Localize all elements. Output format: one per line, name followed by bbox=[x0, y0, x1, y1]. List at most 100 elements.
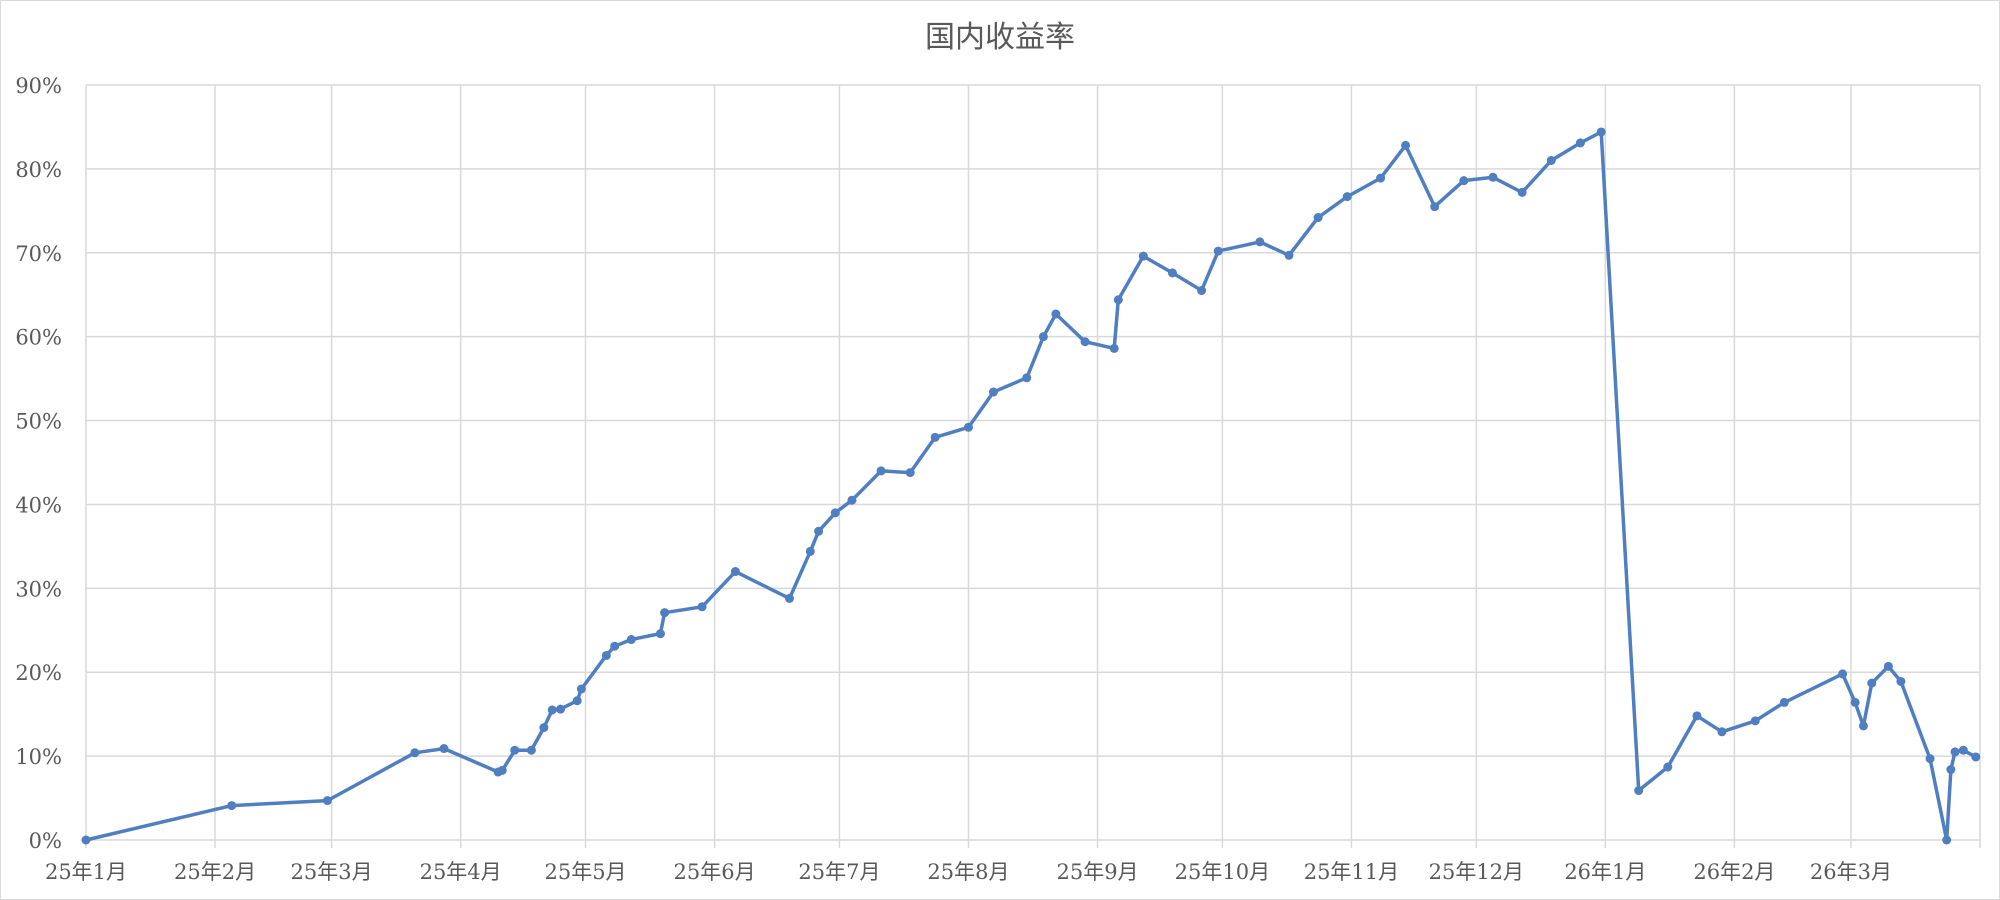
data-point bbox=[814, 526, 824, 536]
data-point bbox=[1838, 669, 1848, 679]
data-point bbox=[556, 704, 566, 714]
data-point bbox=[526, 745, 536, 755]
data-point bbox=[1575, 138, 1585, 148]
x-tick-label: 25年7月 bbox=[798, 860, 880, 884]
data-point bbox=[1459, 176, 1469, 186]
data-point bbox=[730, 567, 740, 577]
data-point bbox=[805, 546, 815, 556]
data-point bbox=[1925, 754, 1935, 764]
data-point bbox=[1376, 173, 1386, 183]
data-point bbox=[539, 723, 549, 733]
y-tick-label: 40% bbox=[15, 493, 62, 517]
data-point bbox=[830, 508, 840, 518]
y-tick-label: 0% bbox=[29, 829, 62, 853]
data-point bbox=[510, 745, 520, 755]
y-axis-tick-labels: 0% 10% 20% 30% 40% 50% 60% 70% 80% 90% bbox=[15, 74, 62, 853]
data-point bbox=[547, 705, 557, 715]
data-point bbox=[1038, 332, 1048, 342]
data-point bbox=[1022, 373, 1032, 383]
data-point bbox=[1313, 213, 1323, 223]
x-tick-label: 25年3月 bbox=[291, 860, 373, 884]
series-line bbox=[85, 130, 1977, 842]
x-axis-tick-labels: 25年1月 25年2月 25年3月 25年4月 25年5月 25年6月 25年7月 25年8月… bbox=[45, 860, 1892, 884]
data-point bbox=[697, 602, 707, 612]
data-point bbox=[1401, 140, 1411, 150]
x-tick-label: 26年2月 bbox=[1693, 860, 1775, 884]
x-tick-label: 25年2月 bbox=[174, 860, 256, 884]
data-point bbox=[1342, 192, 1352, 202]
data-point bbox=[1213, 246, 1223, 256]
data-point bbox=[1692, 711, 1702, 721]
data-point bbox=[626, 635, 636, 645]
y-tick-label: 30% bbox=[15, 577, 62, 601]
data-point bbox=[1896, 676, 1906, 686]
data-point bbox=[601, 650, 611, 660]
data-point bbox=[1596, 127, 1606, 137]
x-tick-label: 25年8月 bbox=[927, 860, 1009, 884]
data-point bbox=[1958, 745, 1968, 755]
x-tick-label: 25年6月 bbox=[674, 860, 756, 884]
y-tick-label: 90% bbox=[15, 74, 62, 98]
data-point bbox=[322, 796, 332, 806]
x-tick-label: 25年9月 bbox=[1056, 860, 1138, 884]
data-point bbox=[439, 744, 449, 754]
data-point bbox=[1634, 786, 1644, 796]
x-tick-label: 25年11月 bbox=[1304, 860, 1399, 884]
data-point bbox=[1717, 727, 1727, 737]
x-tick-label: 26年3月 bbox=[1810, 860, 1892, 884]
data-point bbox=[576, 684, 586, 694]
data-point bbox=[410, 748, 420, 758]
data-point bbox=[227, 801, 237, 811]
data-point bbox=[1779, 697, 1789, 707]
data-point bbox=[1488, 172, 1498, 182]
data-point bbox=[572, 696, 582, 706]
y-tick-label: 80% bbox=[15, 158, 62, 182]
data-point bbox=[1113, 295, 1123, 305]
data-point bbox=[1867, 678, 1877, 688]
data-point bbox=[1197, 286, 1207, 296]
y-tick-label: 70% bbox=[15, 242, 62, 266]
data-point bbox=[784, 593, 794, 603]
chart-title: 国内收益率 bbox=[925, 20, 1075, 55]
data-point bbox=[1109, 343, 1119, 353]
data-point bbox=[610, 641, 620, 651]
x-tick-label: 25年5月 bbox=[544, 860, 626, 884]
x-tick-label: 25年1月 bbox=[45, 860, 127, 884]
data-point bbox=[1255, 237, 1265, 247]
data-point bbox=[1950, 747, 1960, 757]
data-point bbox=[1942, 835, 1952, 845]
data-point bbox=[1517, 187, 1527, 197]
data-point bbox=[1051, 309, 1061, 319]
data-point bbox=[497, 765, 507, 775]
data-point bbox=[930, 432, 940, 442]
data-point bbox=[1663, 762, 1673, 772]
x-tick-label: 26年1月 bbox=[1564, 860, 1646, 884]
data-point bbox=[1167, 268, 1177, 278]
data-point bbox=[1850, 697, 1860, 707]
data-point bbox=[81, 835, 91, 845]
gridlines bbox=[85, 84, 1981, 848]
data-point bbox=[1858, 721, 1868, 731]
y-tick-label: 60% bbox=[15, 326, 62, 350]
data-point bbox=[1080, 337, 1090, 347]
data-point bbox=[988, 387, 998, 397]
data-point bbox=[660, 608, 670, 618]
data-point bbox=[847, 495, 857, 505]
data-point bbox=[1284, 250, 1294, 260]
data-point bbox=[1138, 251, 1148, 261]
data-point bbox=[1946, 765, 1956, 775]
x-tick-label: 25年12月 bbox=[1429, 860, 1524, 884]
data-point bbox=[1750, 716, 1760, 726]
data-point bbox=[876, 466, 886, 476]
data-point bbox=[905, 468, 915, 478]
y-tick-label: 10% bbox=[15, 745, 62, 769]
data-point bbox=[963, 422, 973, 432]
x-tick-label: 25年10月 bbox=[1175, 860, 1270, 884]
data-point bbox=[1546, 156, 1556, 165]
data-point bbox=[655, 629, 665, 639]
y-tick-label: 50% bbox=[15, 410, 62, 434]
y-tick-label: 20% bbox=[15, 661, 62, 685]
x-tick-label: 25年4月 bbox=[420, 860, 502, 884]
data-point bbox=[1971, 752, 1981, 762]
